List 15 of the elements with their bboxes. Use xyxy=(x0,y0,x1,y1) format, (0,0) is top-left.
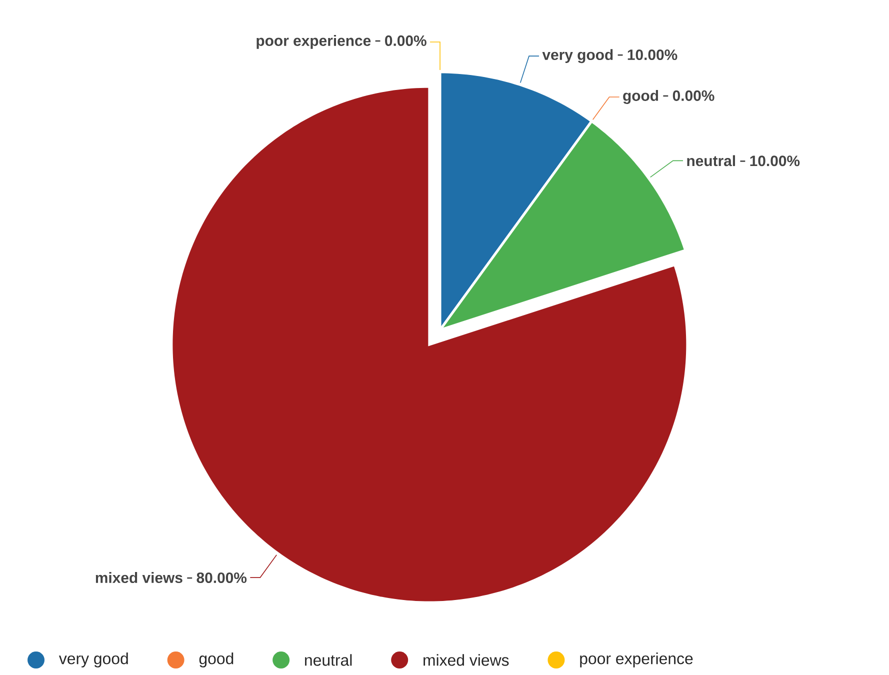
data-label: 80.00% xyxy=(196,572,247,584)
legend-label: poor experience xyxy=(580,652,693,668)
slice-label: very good xyxy=(542,49,613,64)
category-label: good xyxy=(623,90,658,104)
data-label: 10.00% xyxy=(628,49,678,60)
slice-label: neutral xyxy=(687,155,735,166)
legend-label: neutral xyxy=(305,654,352,666)
legend-label: very good xyxy=(58,652,128,668)
legend-label: mixed views xyxy=(424,654,509,666)
data-label: 10.00% xyxy=(750,156,800,166)
category-label: poor experience xyxy=(256,35,371,49)
legend-label: good xyxy=(199,652,234,668)
text: 0.00% xyxy=(385,35,426,46)
text: 0.00% xyxy=(672,90,714,101)
slice-label: mixed views xyxy=(96,572,182,584)
